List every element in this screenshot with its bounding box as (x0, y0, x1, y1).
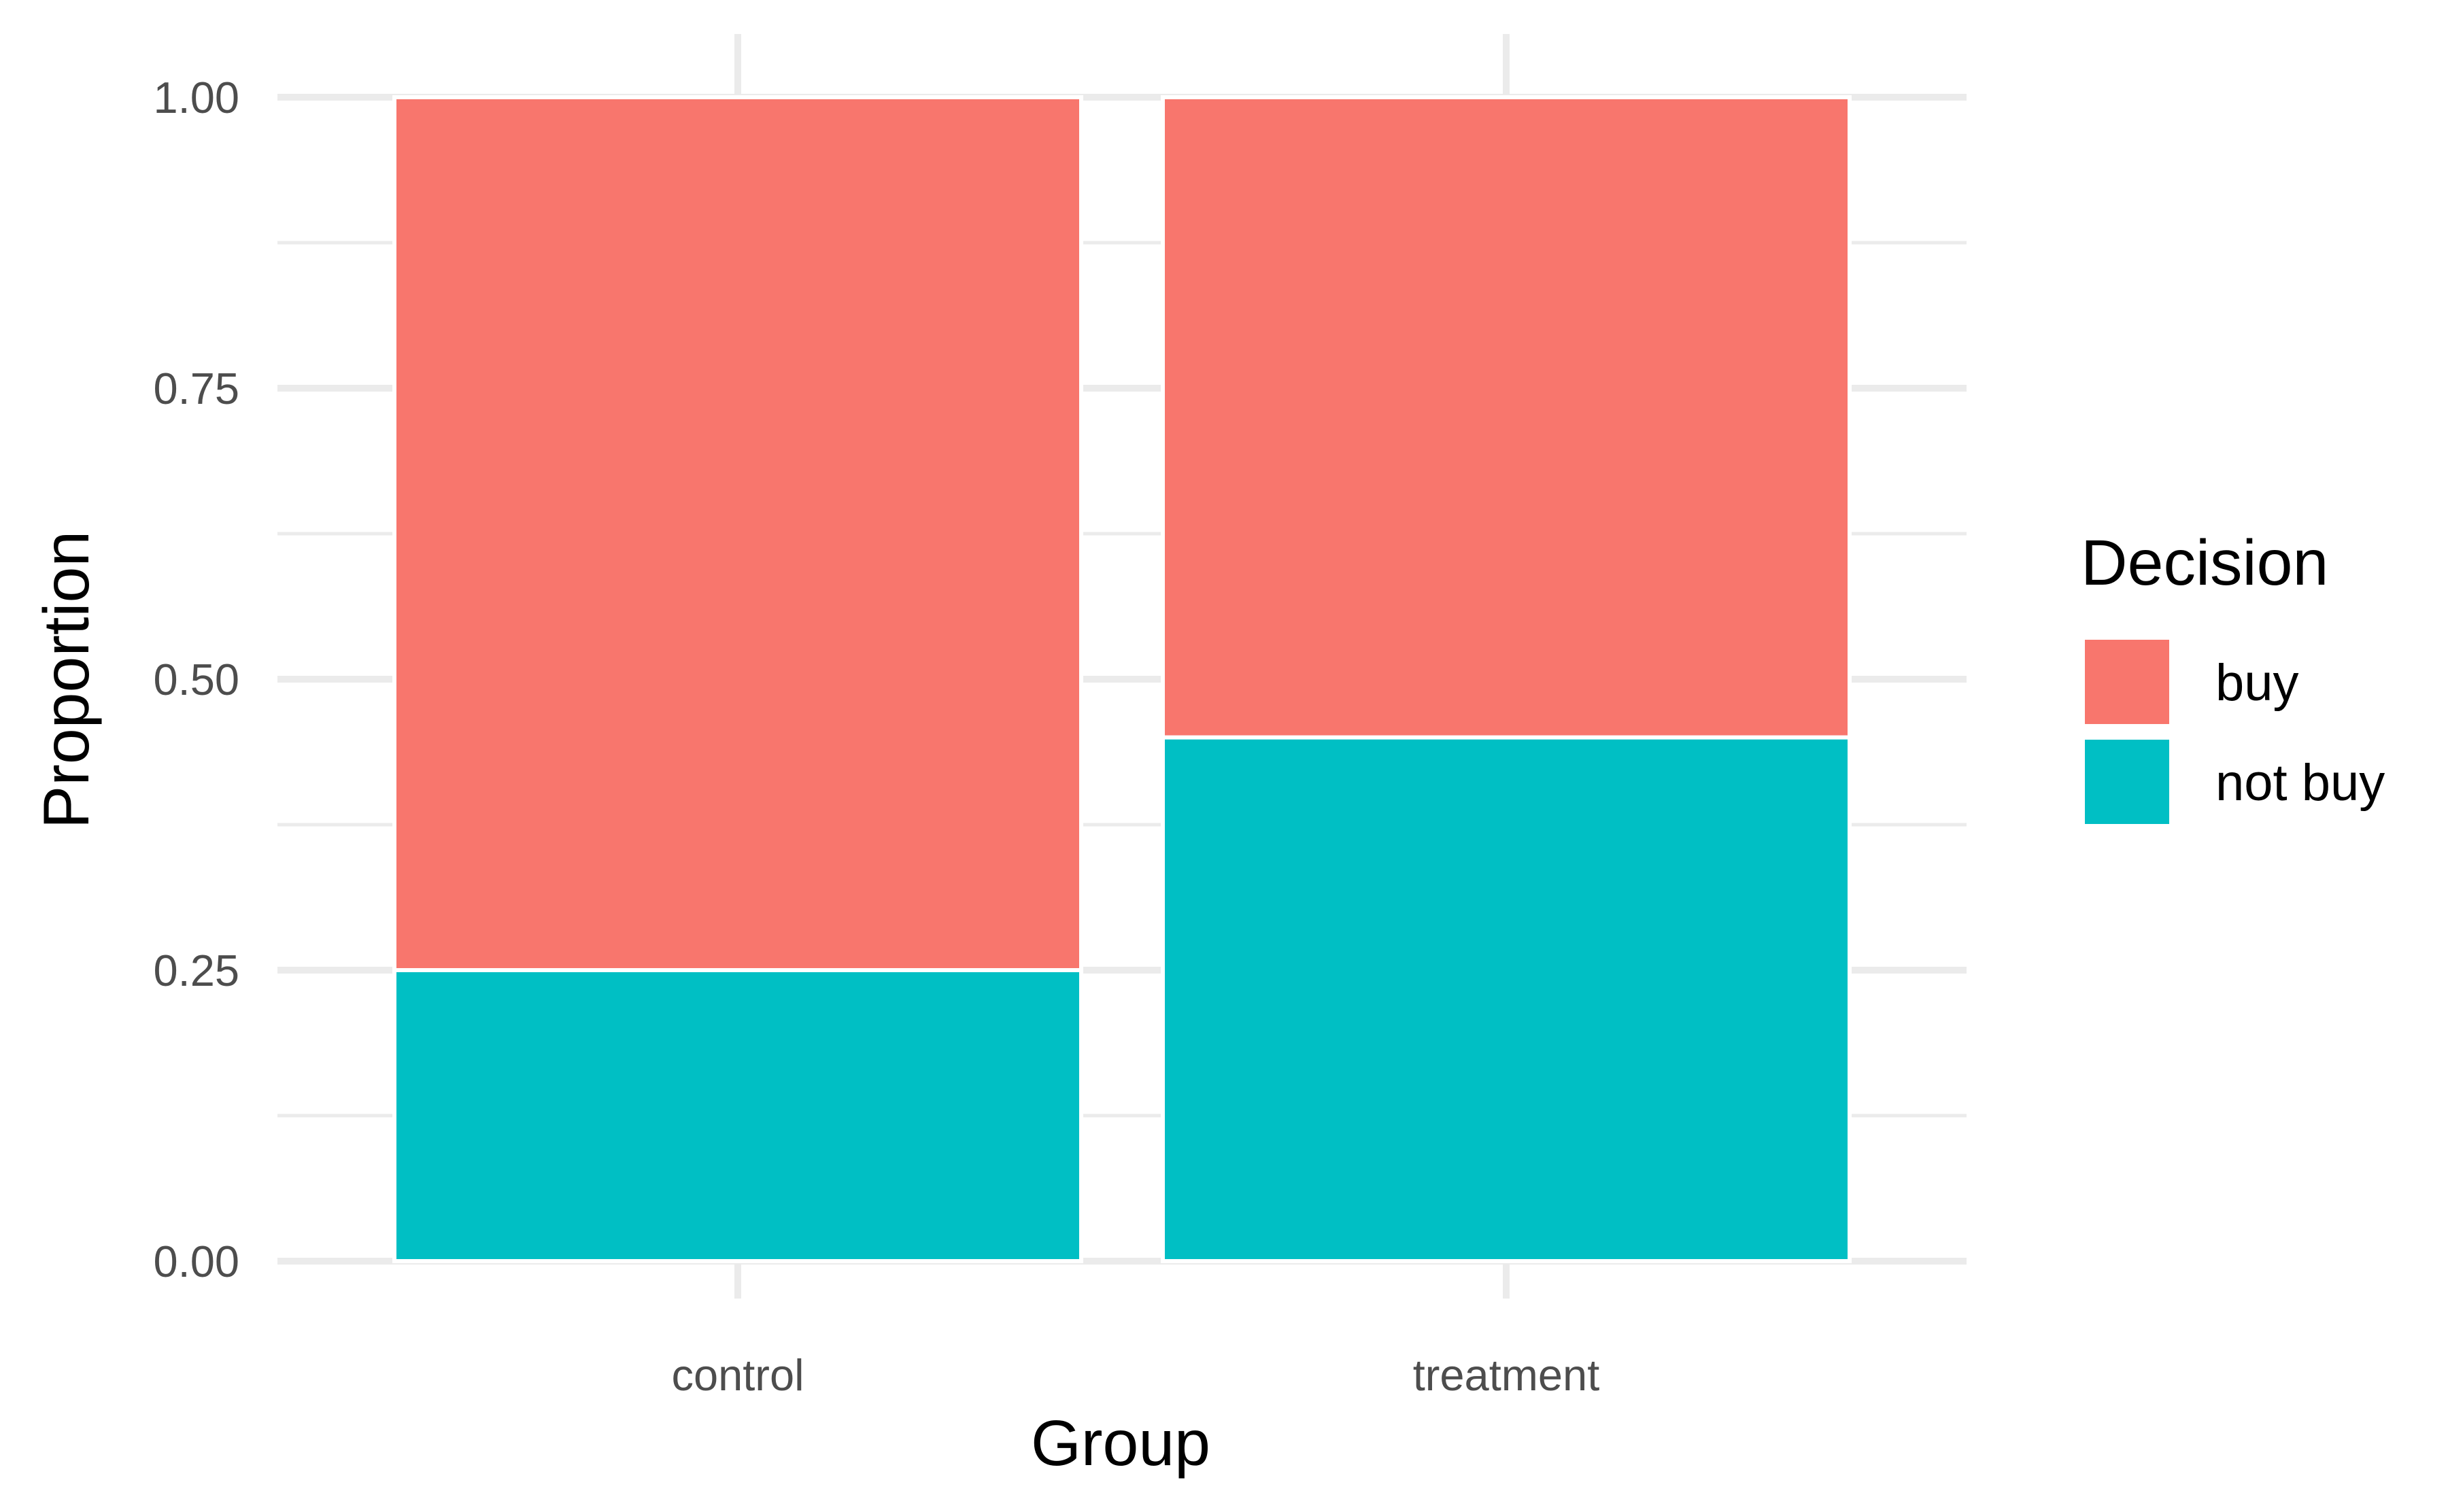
legend-key-not-buy (2081, 736, 2173, 828)
bar-treatment-buy (1161, 95, 1852, 740)
x-axis-title: Group (1031, 1407, 1210, 1479)
y-tick-labels: 0.00 0.25 0.50 0.75 1.00 (153, 73, 239, 1286)
bar-control-not-buy (392, 968, 1083, 1263)
legend-title: Decision (2081, 527, 2328, 599)
x-tick-labels: control treatment (671, 1350, 1599, 1400)
y-tick-label: 1.00 (153, 73, 239, 122)
legend: Decision buy not buy (2081, 527, 2385, 828)
bar-treatment-not-buy (1161, 735, 1852, 1263)
legend-items: buy not buy (2081, 636, 2385, 828)
y-tick-label: 0.75 (153, 364, 239, 413)
x-tick-label: treatment (1413, 1350, 1600, 1400)
legend-key-buy (2081, 636, 2173, 728)
y-tick-label: 0.00 (153, 1237, 239, 1286)
y-tick-label: 0.25 (153, 946, 239, 995)
y-axis-title: Proportion (31, 531, 103, 829)
legend-label-not-buy: not buy (2215, 754, 2385, 812)
y-tick-label: 0.50 (153, 655, 239, 704)
x-tick-label: control (671, 1350, 804, 1400)
legend-label-buy: buy (2215, 654, 2299, 712)
bars (392, 95, 1852, 1263)
bar-control-buy (392, 95, 1083, 972)
